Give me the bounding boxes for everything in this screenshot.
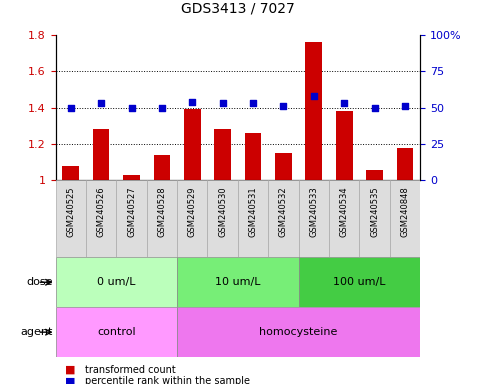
Point [97,100,105,106]
Text: GSM240533: GSM240533 [309,187,318,237]
Bar [298,180,329,257]
Bar [390,180,420,257]
Bar [93,129,110,180]
Point [401,103,409,109]
Bar [56,307,177,357]
Bar [177,257,298,307]
Bar [177,307,420,357]
Point [249,100,257,106]
Point [67,104,74,111]
Bar [184,109,200,180]
Text: GSM240526: GSM240526 [97,187,106,237]
Text: GDS3413 / 7027: GDS3413 / 7027 [181,2,295,15]
Bar [62,166,79,180]
Text: 0 um/L: 0 um/L [97,277,136,287]
Bar [177,180,208,257]
Point [280,103,287,109]
Text: GSM240531: GSM240531 [249,187,257,237]
Text: GSM240525: GSM240525 [66,187,75,237]
Bar [123,175,140,180]
Bar [305,42,322,180]
Text: GSM240527: GSM240527 [127,187,136,237]
Bar [116,180,147,257]
Point [188,99,196,105]
Bar [56,180,86,257]
Point [219,100,227,106]
Text: GSM240532: GSM240532 [279,187,288,237]
Bar [154,155,170,180]
Point [341,100,348,106]
Bar [366,170,383,180]
Text: 100 um/L: 100 um/L [333,277,386,287]
Text: agent: agent [21,327,53,337]
Text: GSM240530: GSM240530 [218,187,227,237]
Text: ■: ■ [65,365,76,375]
Text: GSM240848: GSM240848 [400,187,410,237]
Point [371,104,379,111]
Text: ■: ■ [65,376,76,384]
Bar [56,257,177,307]
Bar [245,133,261,180]
Point [158,104,166,111]
Bar [214,129,231,180]
Text: percentile rank within the sample: percentile rank within the sample [85,376,250,384]
Point [128,104,135,111]
Text: control: control [97,327,136,337]
Bar [275,153,292,180]
Text: GSM240529: GSM240529 [188,187,197,237]
Point [310,93,318,99]
Bar [147,180,177,257]
Text: dose: dose [27,277,53,287]
Text: homocysteine: homocysteine [259,327,338,337]
Bar [268,180,298,257]
Bar [336,111,353,180]
Bar [329,180,359,257]
Text: 10 um/L: 10 um/L [215,277,261,287]
Text: GSM240535: GSM240535 [370,187,379,237]
Bar [208,180,238,257]
Bar [298,257,420,307]
Text: GSM240528: GSM240528 [157,187,167,237]
Text: GSM240534: GSM240534 [340,187,349,237]
Bar [359,180,390,257]
Bar [238,180,268,257]
Bar [397,148,413,180]
Bar [86,180,116,257]
Text: transformed count: transformed count [85,365,175,375]
